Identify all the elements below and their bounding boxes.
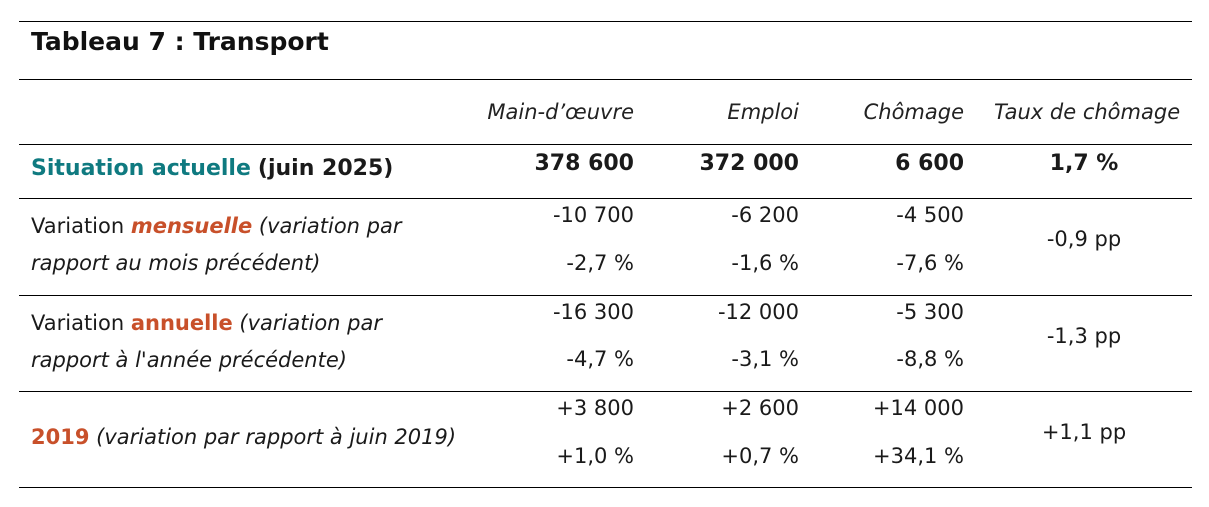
annual-abs-unemployment: -5 300 xyxy=(896,300,964,324)
monthly-rate: -0,9 pp xyxy=(1046,227,1122,251)
monthly-line2: rapport au mois précédent) xyxy=(31,251,321,275)
annual-pct-unemployment: -8,8 % xyxy=(896,347,964,371)
monthly-abs-employment: -6 200 xyxy=(731,203,799,227)
current-unemployment: 6 600 xyxy=(895,151,964,176)
current-situation-date: (juin 2025) xyxy=(257,156,394,181)
annual-rate: -1,3 pp xyxy=(1046,324,1122,348)
title-rule xyxy=(19,79,1192,80)
annual-pct-employment: -3,1 % xyxy=(731,347,799,371)
monthly-keyword: mensuelle xyxy=(130,214,253,238)
header-unemployment: Chômage xyxy=(863,100,964,124)
since-2019-abs-unemployment: +14 000 xyxy=(872,396,964,420)
annual-keyword: annuelle xyxy=(130,311,233,335)
current-situation-keyword: Situation actuelle xyxy=(31,156,251,181)
since-2019-pct-unemployment: +34,1 % xyxy=(873,444,964,468)
annual-abs-labour-force: -16 300 xyxy=(552,300,634,324)
monthly-abs-labour-force: -10 700 xyxy=(552,203,634,227)
since-2019-pct-employment: +0,7 % xyxy=(721,444,799,468)
annual-rule xyxy=(19,391,1192,392)
table-top-rule xyxy=(19,21,1192,22)
since-2019-rate: +1,1 pp xyxy=(1041,420,1127,444)
monthly-pct-unemployment: -7,6 % xyxy=(896,251,964,275)
annual-line2: rapport à l'année précédente) xyxy=(31,348,347,372)
monthly-variation-label: Variation mensuelle (variation par rappo… xyxy=(31,208,402,282)
monthly-pct-labour-force: -2,7 % xyxy=(566,251,634,275)
annual-prefix: Variation xyxy=(31,311,131,335)
monthly-rule xyxy=(19,295,1192,296)
monthly-pct-employment: -1,6 % xyxy=(731,251,799,275)
since-2019-suffix: (variation par rapport à juin 2019) xyxy=(89,425,457,449)
current-labour-force: 378 600 xyxy=(534,151,634,176)
current-unemployment-rate: 1,7 % xyxy=(1049,151,1119,176)
since-2019-abs-employment: +2 600 xyxy=(721,396,799,420)
table-bottom-rule xyxy=(19,487,1192,488)
current-rule xyxy=(19,198,1192,199)
header-rule xyxy=(19,144,1192,145)
annual-abs-employment: -12 000 xyxy=(717,300,799,324)
monthly-suffix: (variation par xyxy=(252,214,402,238)
header-employment: Emploi xyxy=(727,100,799,124)
header-unemployment-rate: Taux de chômage xyxy=(994,100,1181,124)
monthly-abs-unemployment: -4 500 xyxy=(896,203,964,227)
current-employment: 372 000 xyxy=(699,151,799,176)
annual-variation-label: Variation annuelle (variation par rappor… xyxy=(31,305,382,379)
annual-suffix: (variation par xyxy=(232,311,382,335)
since-2019-label: 2019 (variation par rapport à juin 2019) xyxy=(31,419,456,456)
since-2019-pct-labour-force: +1,0 % xyxy=(556,444,634,468)
since-2019-abs-labour-force: +3 800 xyxy=(556,396,634,420)
since-2019-keyword: 2019 xyxy=(31,425,90,449)
monthly-prefix: Variation xyxy=(31,214,131,238)
header-labour-force: Main-d’œuvre xyxy=(487,100,634,124)
current-situation-label: Situation actuelle (juin 2025) xyxy=(31,150,393,187)
table-title: Tableau 7 : Transport xyxy=(31,27,329,56)
annual-pct-labour-force: -4,7 % xyxy=(566,347,634,371)
